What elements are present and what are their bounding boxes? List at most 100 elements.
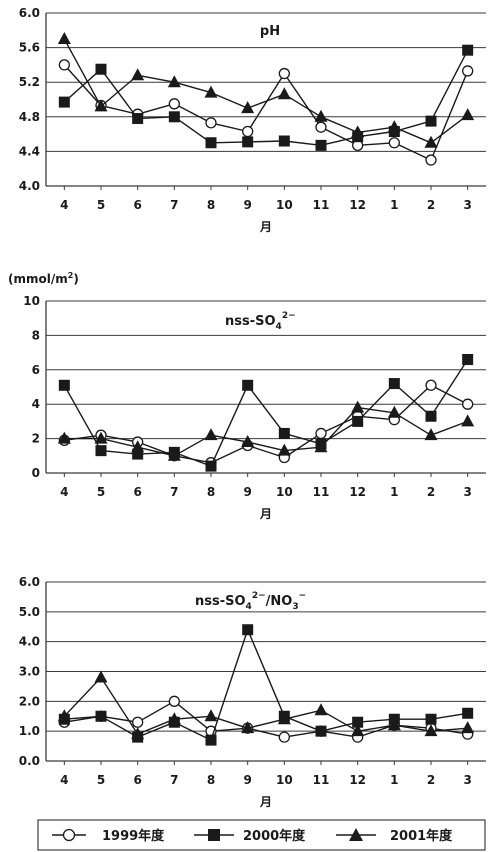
chart3-xtick-label: 5 (97, 773, 105, 787)
chart2-point-1999 (425, 379, 437, 391)
chart3-ytick-label: 3.0 (19, 665, 40, 679)
chart2-point-2001 (424, 428, 438, 441)
chart2-xtick-label: 7 (170, 485, 178, 499)
chart1-point-2001 (241, 101, 255, 114)
chart3-xtick-label: 7 (170, 773, 178, 787)
chart1-point-2000 (425, 115, 437, 127)
chart1-series-1999-line (63, 64, 469, 161)
chart3-point-2000 (242, 624, 254, 636)
chart3-point-2001 (167, 712, 181, 725)
chart2-xtick-label: 11 (313, 485, 330, 499)
chart2-ytick-label: 0 (32, 466, 40, 480)
chart2-xtick-label: 8 (207, 485, 215, 499)
chart1-xtick-label: 9 (243, 198, 251, 212)
chart2-series-2001-line (64, 406, 468, 457)
chart2-point-1999 (315, 427, 327, 440)
chart1-xtick-label: 4 (60, 198, 68, 212)
chart2-ytick-label: 10 (23, 294, 40, 308)
chart3-point-1999 (168, 695, 180, 707)
legend-marker-1999 (62, 828, 76, 842)
chart1-series-2000-line (63, 49, 469, 147)
legend-marker-2000 (208, 829, 220, 841)
chart1-point-2001 (424, 135, 438, 148)
chart1-point-2001 (351, 125, 365, 138)
chart3-point-2001 (57, 709, 71, 722)
legend-box (37, 819, 486, 851)
chart1-point-2000 (315, 139, 327, 151)
chart2-point-2001 (351, 400, 365, 413)
chart1-ytick-label: 5.2 (19, 75, 40, 89)
chart2-point-2001 (387, 405, 401, 418)
chart1-point-1999 (58, 59, 70, 71)
chart1-point-2000 (242, 136, 254, 148)
chart3-title: nss-SO42−/NO3− (195, 591, 306, 612)
chart2-xtick-label: 2 (427, 485, 435, 499)
chart1-title: pH (260, 24, 280, 39)
chart2-point-2000 (352, 415, 364, 427)
chart2-xtick-label: 5 (97, 485, 105, 499)
chart3-point-2000 (352, 716, 364, 728)
chart3-xlabel: 月 (259, 795, 272, 809)
chart3-ytick-label: 4.0 (19, 635, 40, 649)
chart3-point-1999 (132, 716, 144, 728)
chart1-ytick-label: 4.8 (19, 110, 40, 124)
chart2-point-2000 (58, 379, 70, 391)
legend-label-2001: 2001年度 (390, 828, 453, 844)
chart3-xtick-label: 9 (243, 773, 251, 787)
chart3-xtick-label: 2 (427, 773, 435, 787)
chart1-xtick-label: 12 (349, 198, 366, 212)
chart2-point-2001 (167, 448, 181, 461)
chart3-point-2000 (205, 734, 217, 746)
chart1-series-2001-line (63, 38, 469, 144)
chart1-point-2001 (314, 109, 328, 122)
chart2-point-2000 (205, 460, 217, 472)
chart1-point-1999 (168, 98, 180, 110)
chart1-ytick-label: 6.0 (19, 6, 40, 20)
chart3-point-2000 (95, 710, 107, 722)
chart1-point-2000 (168, 111, 180, 123)
chart2-point-2001 (57, 431, 71, 444)
chart1-xtick-label: 6 (133, 198, 141, 212)
chart3-point-2001 (387, 718, 401, 731)
chart3-point-2001 (277, 712, 291, 725)
chart3-point-2001 (204, 709, 218, 722)
chart2-xtick-label: 12 (349, 485, 366, 499)
chart1-point-2001 (204, 85, 218, 98)
chart3-ytick-label: 6.0 (19, 575, 40, 589)
chart3-ytick-label: 5.0 (19, 605, 40, 619)
chart3-series-2000-line (64, 629, 468, 741)
chart2-point-2001 (314, 440, 328, 453)
chart3-point-2001 (94, 670, 108, 683)
chart3-xtick-label: 8 (207, 773, 215, 787)
chart3-ytick-label: 1.0 (19, 724, 40, 738)
legend-label-2000: 2000年度 (243, 828, 306, 844)
chart2-ytick-label: 8 (32, 328, 40, 342)
chart1-ytick-label: 4.4 (19, 144, 40, 158)
chart2-point-2000 (132, 448, 144, 460)
chart1-point-2000 (462, 44, 474, 56)
chart1-xtick-label: 3 (463, 198, 471, 212)
chart2-point-2001 (204, 428, 218, 441)
chart2-title: nss-SO42− (225, 311, 296, 332)
chart3-point-1999 (278, 731, 290, 743)
chart3-series-2001-line (63, 676, 468, 735)
chart3-point-2001 (461, 721, 475, 734)
chart1-point-2001 (94, 99, 108, 112)
chart1-point-1999 (315, 121, 327, 133)
chart3-point-2000 (462, 707, 474, 719)
chart1-point-2001 (277, 87, 291, 100)
chart2-point-2001 (131, 440, 145, 453)
chart3-point-2001 (131, 727, 145, 740)
chart1-point-1999 (205, 117, 217, 129)
chart3-point-2001 (314, 703, 328, 716)
chart1-xtick-label: 1 (390, 198, 398, 212)
chart2-point-2000 (388, 378, 400, 390)
chart1-ytick-label: 4.0 (19, 179, 40, 193)
chart1-point-2000 (132, 113, 144, 125)
chart1-point-1999 (388, 137, 400, 149)
chart2-xtick-label: 4 (60, 485, 68, 499)
chart2-point-2000 (278, 427, 290, 439)
chart1-point-2001 (131, 68, 145, 81)
chart1-point-2001 (461, 108, 475, 121)
chart2-point-2000 (425, 410, 437, 422)
